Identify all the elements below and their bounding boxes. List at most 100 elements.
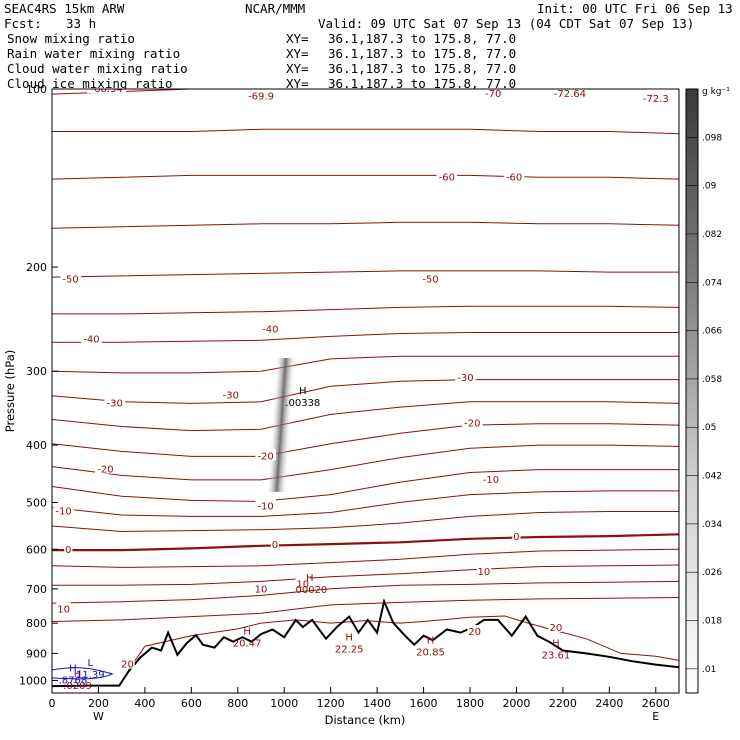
- colorbar-label: .058: [702, 375, 722, 385]
- x-tick-label: 800: [227, 697, 248, 710]
- contour-label: -20: [464, 419, 480, 430]
- temperature-contour: [52, 548, 679, 568]
- contour-label: -40: [262, 325, 278, 336]
- y-tick-label: 900: [26, 647, 47, 660]
- mixing-extremum-value: .00338: [285, 398, 320, 409]
- contour-label: -60: [506, 172, 522, 183]
- temperature-contour: [52, 401, 679, 432]
- contour-label-bg: [420, 272, 441, 284]
- contour-label: -20: [97, 465, 113, 476]
- x-axis-label: Distance (km): [325, 713, 406, 727]
- extremum-value: .0209: [63, 681, 92, 692]
- colorbar-unit: g kg⁻¹: [702, 87, 730, 97]
- x-tick-label: 400: [134, 697, 155, 710]
- header: SEAC4RS 15km ARW NCAR/MMM Init: 00 UTC F…: [4, 1, 733, 31]
- contour-label-bg: [120, 657, 135, 669]
- contour-label-bg: [64, 543, 73, 555]
- contour-label: -20: [257, 451, 273, 462]
- contour-label: -69.9: [248, 92, 274, 103]
- contour-label-bg: [270, 537, 279, 549]
- contour-label-bg: [87, 89, 127, 93]
- axes: 0 200 400 600 800 1000 1200 1400 1600 1800 2000 220…: [19, 83, 670, 723]
- contour-label: -70: [485, 89, 501, 100]
- x-tick-label: 1200: [317, 697, 345, 710]
- temperature-contour: [52, 270, 679, 278]
- legend-xy-prefix-3: XY=: [286, 76, 309, 91]
- contour-label: -30: [457, 373, 473, 384]
- legend-xy-prefix-2: XY=: [286, 61, 309, 76]
- contour-label-bg: [81, 332, 102, 344]
- legend-xy-value-0: 36.1,187.3 to 175.8, 77.0: [328, 31, 516, 46]
- contour-label-bg: [482, 89, 504, 99]
- temperature-contour: [52, 89, 679, 95]
- legend-xy-value-1: 36.1,187.3 to 175.8, 77.0: [328, 46, 516, 61]
- y-axis-label: Pressure (hPa): [3, 350, 17, 433]
- contour-label-bg: [467, 625, 482, 636]
- x-end-west: W: [93, 710, 104, 723]
- plot-frame: [51, 88, 680, 694]
- extremum-marker: H: [306, 573, 314, 584]
- contour-label: 20: [121, 660, 134, 671]
- mixing-extremum-marker: H: [299, 386, 307, 397]
- x-tick-label: 2600: [642, 697, 670, 710]
- temperature-contour: [52, 511, 679, 533]
- legend-xy-prefix-1: XY=: [286, 46, 309, 61]
- x-tick-label: 200: [88, 697, 109, 710]
- colorbar-label: .082: [702, 230, 722, 240]
- colorbar-label: .066: [702, 327, 722, 337]
- colorbar-label: .026: [702, 568, 722, 578]
- contour-label: -40: [83, 334, 99, 345]
- x-tick-label: 600: [181, 697, 202, 710]
- y-tick-label: 1000: [19, 674, 47, 687]
- colorbar-label: .09: [702, 182, 717, 192]
- contour-label-bg: [295, 577, 310, 589]
- colorbar-scale: [685, 88, 699, 694]
- legend-field-1: Rain water mixing ratio: [7, 46, 180, 61]
- y-tick-label: 200: [26, 261, 47, 274]
- contour-label-bg: [244, 89, 278, 101]
- forecast-label: Fcst:: [4, 16, 42, 31]
- x-tick-label: 2200: [549, 697, 577, 710]
- temperature-contour: [52, 128, 679, 135]
- mixing-extremum-marker: L: [88, 658, 94, 669]
- extremum-value: .00020: [292, 585, 327, 596]
- temperature-contour: [52, 174, 679, 180]
- x-end-east: E: [652, 710, 659, 723]
- contour-label: 10: [57, 604, 70, 615]
- contour-label: -30: [223, 391, 239, 402]
- colorbar-label: .018: [702, 617, 722, 627]
- extremum-marker: H: [243, 627, 251, 638]
- temperature-contour: [52, 564, 679, 586]
- contour-label: 20: [550, 623, 563, 634]
- temperature-contour: [52, 469, 679, 502]
- contour-label: -50: [62, 275, 78, 286]
- contour-label: 20: [468, 627, 481, 638]
- contour-label: -30: [107, 398, 123, 409]
- contour-label-bg: [639, 92, 673, 104]
- extremum-marker: H: [74, 669, 82, 680]
- contour-label-bg: [95, 462, 116, 474]
- legend-field-0: Snow mixing ratio: [7, 31, 135, 46]
- contour-label-bg: [104, 396, 125, 408]
- x-tick-label: 0: [49, 697, 56, 710]
- legend-field-3: Cloud ice mixing ratio: [7, 76, 173, 91]
- legend-xy-value-3: 36.1,187.3 to 175.8, 77.0: [328, 76, 516, 91]
- contour-label-bg: [56, 602, 71, 614]
- plot-area: -68.34 -69.9 -70 -72.64 -72.3 -60 -60 -50 -50 -40…: [52, 89, 679, 692]
- mixing-extremum-value: .8768: [59, 675, 88, 686]
- contour-label: -72.3: [643, 94, 669, 105]
- temperature-contour: [52, 580, 679, 604]
- org-label: NCAR/MMM: [245, 1, 305, 16]
- temperature-contour: [52, 221, 679, 229]
- extremum-marker: H: [552, 639, 560, 650]
- contour-label-bg: [462, 416, 483, 428]
- extremum-value: 20.85: [416, 648, 445, 659]
- model-title: SEAC4RS 15km ARW: [4, 1, 125, 16]
- colorbar-label: .034: [702, 520, 722, 530]
- forecast-hours: 33 h: [66, 16, 96, 31]
- x-tick-label: 1400: [363, 697, 391, 710]
- mixing-extremum-marker: H: [69, 663, 77, 674]
- contour-label: 10: [478, 567, 491, 578]
- contour-label-bg: [260, 322, 281, 334]
